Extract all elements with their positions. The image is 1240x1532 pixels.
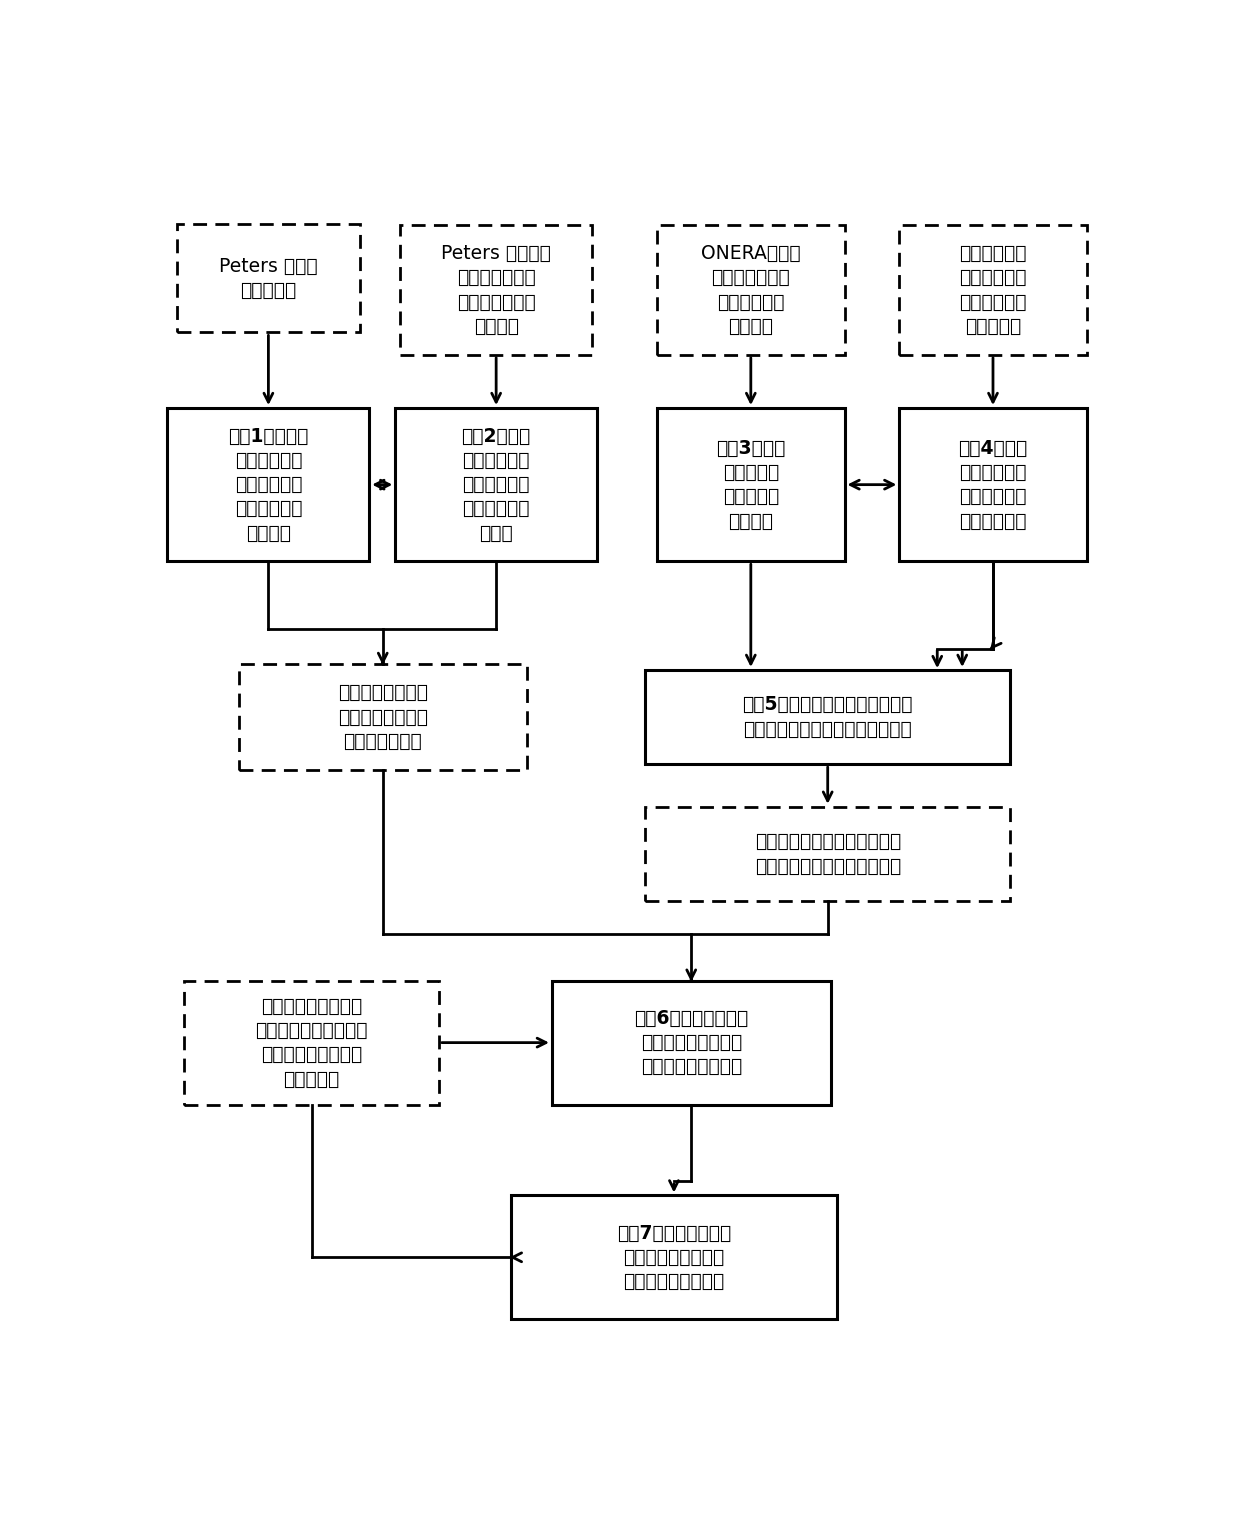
Bar [645, 669, 1011, 764]
Text: 动态失速状态下带后缘小翼叶
剖面的动态失速附加气动载荷: 动态失速状态下带后缘小翼叶 剖面的动态失速附加气动载荷 [755, 832, 900, 875]
Bar [177, 224, 360, 332]
Text: Peters 二维诱导
速度模型，包含
动态失速引起的
附加环量: Peters 二维诱导 速度模型，包含 动态失速引起的 附加环量 [441, 244, 551, 336]
Text: 步骤4、确定
带后缘小翼桨
叶剖面气动载
荷的静态损失: 步骤4、确定 带后缘小翼桨 叶剖面气动载 荷的静态损失 [959, 438, 1028, 530]
Bar [401, 225, 593, 355]
Text: 步骤2、计算
带后缘小翼桨
叶剖面的考虑
动态失速的诱
导速度: 步骤2、计算 带后缘小翼桨 叶剖面的考虑 动态失速的诱 导速度 [461, 426, 531, 542]
Bar [657, 225, 844, 355]
Text: 步骤6、计算动态失速
状态下带后缘小翼桨
叶剖面的总气动载荷: 步骤6、计算动态失速 状态下带后缘小翼桨 叶剖面的总气动载荷 [634, 1010, 749, 1077]
Bar [167, 408, 370, 561]
Text: 步骤5、建立带后缘小翼桨叶剖面
的改进的动态失速附加气动载荷模: 步骤5、建立带后缘小翼桨叶剖面 的改进的动态失速附加气动载荷模 [743, 696, 913, 738]
Bar [552, 980, 831, 1105]
Bar [238, 663, 527, 771]
Text: 引入变距角、后缘小
翼偏转角、升力系数、
力矩系数及变距中心
的修正系数: 引入变距角、后缘小 翼偏转角、升力系数、 力矩系数及变距中心 的修正系数 [255, 997, 368, 1089]
Text: 步骤1、计算带
后缘小翼桨叶
剖面的考虑动
态失速的广义
气动载荷: 步骤1、计算带 后缘小翼桨叶 剖面的考虑动 态失速的广义 气动载荷 [228, 426, 309, 542]
Text: ONERA动态失
速模型，其中：
静态损失作为
方程激励: ONERA动态失 速模型，其中： 静态损失作为 方程激励 [701, 244, 801, 336]
Text: Peters 有限状
态气动载荷: Peters 有限状 态气动载荷 [219, 256, 317, 300]
Text: 动态失速状态下带
后缘小翼桨叶剖面
的广义气动载荷: 动态失速状态下带 后缘小翼桨叶剖面 的广义气动载荷 [337, 683, 428, 751]
Bar [899, 225, 1086, 355]
Text: 步骤3、建立
动态失速附
加气动载荷
微分方程: 步骤3、建立 动态失速附 加气动载荷 微分方程 [717, 438, 785, 530]
Text: 步骤7、修正动态失速
状态下带后缘小翼桨
叶剖面的总气动载荷: 步骤7、修正动态失速 状态下带后缘小翼桨 叶剖面的总气动载荷 [616, 1224, 732, 1291]
Bar [645, 807, 1011, 901]
Text: 采用随后缘小
翼偏转变化而
变化的气动载
荷静态损失: 采用随后缘小 翼偏转变化而 变化的气动载 荷静态损失 [960, 244, 1027, 336]
Bar [657, 408, 844, 561]
Bar [899, 408, 1086, 561]
Bar [511, 1195, 837, 1319]
Bar [396, 408, 596, 561]
Bar [185, 980, 439, 1105]
